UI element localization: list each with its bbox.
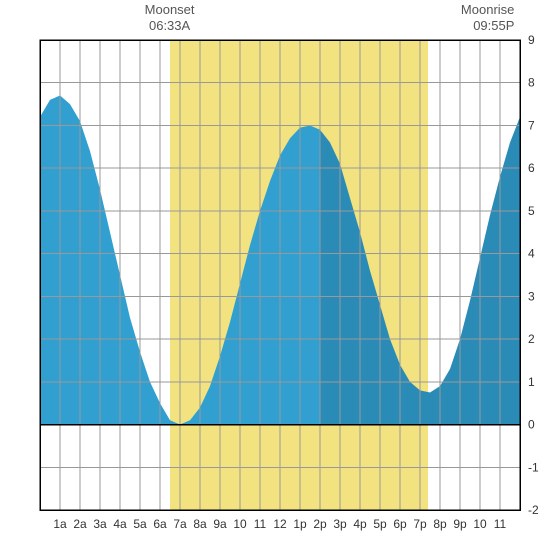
svg-text:0: 0 <box>528 418 535 432</box>
svg-text:-2: -2 <box>528 503 539 517</box>
moonset-label: Moonset 06:33A <box>130 2 210 33</box>
tide-chart: Moonset 06:33A Moonrise 09:55P 1a2a3a4a5… <box>0 0 550 550</box>
svg-text:9a: 9a <box>213 517 227 531</box>
moonrise-time: 09:55P <box>434 18 514 34</box>
moonset-time: 06:33A <box>130 18 210 34</box>
svg-text:9: 9 <box>528 33 535 47</box>
svg-text:7a: 7a <box>173 517 187 531</box>
svg-text:4: 4 <box>528 247 535 261</box>
svg-text:1: 1 <box>528 375 535 389</box>
svg-text:5a: 5a <box>133 517 147 531</box>
svg-text:9p: 9p <box>453 517 467 531</box>
svg-text:4a: 4a <box>113 517 127 531</box>
svg-text:5: 5 <box>528 204 535 218</box>
moonrise-title: Moonrise <box>434 2 514 18</box>
svg-text:2p: 2p <box>313 517 327 531</box>
moonrise-label: Moonrise 09:55P <box>434 2 514 33</box>
chart-svg: 1a2a3a4a5a6a7a8a9a1011121p2p3p4p5p6p7p8p… <box>0 0 550 550</box>
svg-text:8p: 8p <box>433 517 447 531</box>
svg-text:8: 8 <box>528 76 535 90</box>
svg-text:6: 6 <box>528 161 535 175</box>
svg-text:10: 10 <box>473 517 487 531</box>
svg-text:6a: 6a <box>153 517 167 531</box>
svg-text:8a: 8a <box>193 517 207 531</box>
svg-text:2a: 2a <box>73 517 87 531</box>
svg-text:12: 12 <box>273 517 287 531</box>
svg-text:11: 11 <box>494 517 507 531</box>
svg-text:1p: 1p <box>293 517 307 531</box>
svg-text:4p: 4p <box>353 517 367 531</box>
moonset-title: Moonset <box>130 2 210 18</box>
svg-text:6p: 6p <box>393 517 407 531</box>
svg-text:3p: 3p <box>333 517 347 531</box>
svg-text:5p: 5p <box>373 517 387 531</box>
svg-text:11: 11 <box>254 517 267 531</box>
svg-text:7: 7 <box>528 118 535 132</box>
svg-text:10: 10 <box>233 517 247 531</box>
svg-text:-1: -1 <box>528 460 539 474</box>
svg-text:2: 2 <box>528 332 535 346</box>
svg-text:1a: 1a <box>53 517 67 531</box>
svg-text:3a: 3a <box>93 517 107 531</box>
svg-text:3: 3 <box>528 289 535 303</box>
svg-text:7p: 7p <box>413 517 427 531</box>
